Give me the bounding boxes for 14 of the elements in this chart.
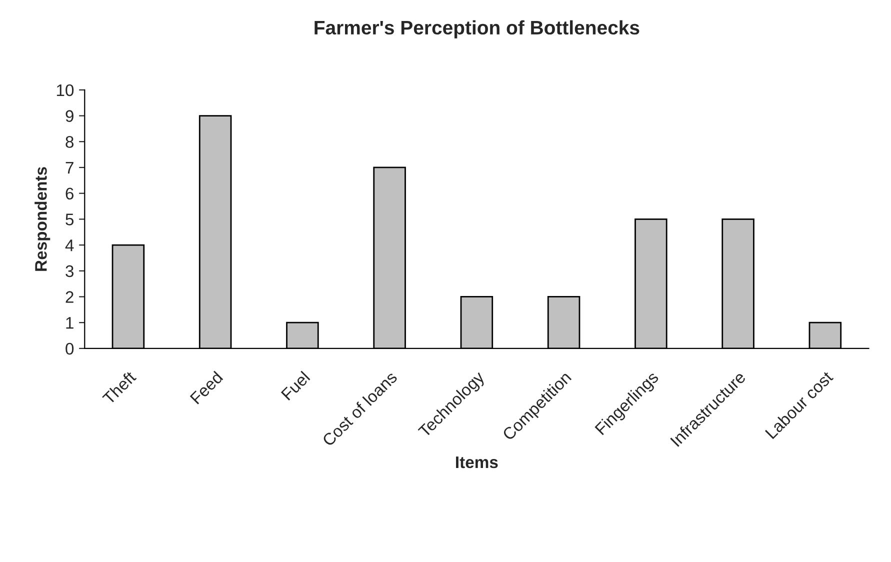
y-tick-label: 0 xyxy=(66,342,74,355)
y-tick-label: 1 xyxy=(66,317,74,329)
y-tick-label: 5 xyxy=(66,214,74,226)
y-axis-title: Respondents xyxy=(34,167,50,271)
y-tick-label: 9 xyxy=(66,110,74,122)
x-axis-title: Items xyxy=(456,456,498,468)
y-tick-label: 4 xyxy=(65,240,74,252)
y-tick-label: 3 xyxy=(66,265,74,278)
y-tick-label: 10 xyxy=(56,84,74,96)
y-tick-label: 8 xyxy=(66,136,74,148)
y-tick-label: 7 xyxy=(66,162,74,174)
y-tick-label: 2 xyxy=(66,291,74,303)
chart-title: Farmer's Perception of Bottlenecks xyxy=(314,20,640,38)
y-tick-label: 6 xyxy=(66,188,74,200)
